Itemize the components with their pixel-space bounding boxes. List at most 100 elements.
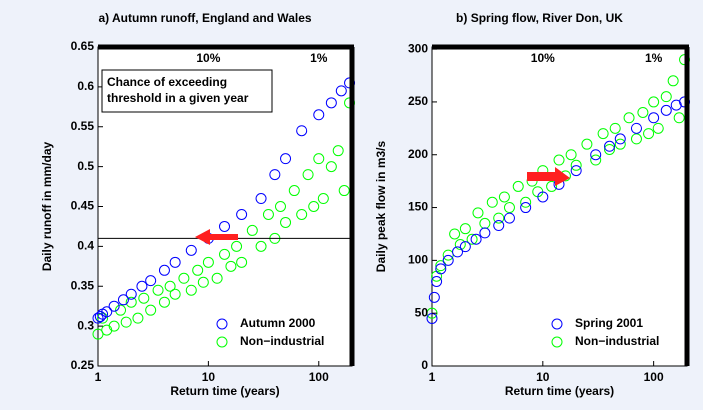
point [262, 208, 274, 220]
annotation: 10% [196, 51, 220, 65]
point [660, 104, 672, 116]
textbox-text: Chance of exceeding threshold in a given … [107, 75, 249, 105]
textbox-line: threshold in a given year [107, 91, 249, 105]
point [431, 275, 443, 287]
point [452, 246, 464, 258]
point [570, 165, 582, 177]
arrow [195, 229, 238, 245]
point [169, 288, 181, 300]
point [108, 300, 120, 312]
point [609, 122, 621, 134]
point [479, 227, 491, 239]
legend-label: Non−industrial [575, 334, 659, 348]
y-tick-label: 250 [408, 94, 428, 108]
point [503, 202, 515, 214]
point [219, 248, 231, 260]
point [158, 264, 170, 276]
point [553, 154, 565, 166]
point [493, 212, 505, 224]
point [623, 112, 635, 124]
point [614, 133, 626, 145]
panel: 1 10 100 0 50 100 150 200 250 300 10% 1% b) Spring f… [374, 11, 691, 398]
point [570, 159, 582, 171]
y-tick-label: 50 [415, 305, 429, 319]
point [673, 112, 685, 124]
y-tick-label: 300 [408, 41, 428, 55]
point [125, 296, 137, 308]
point [503, 212, 515, 224]
point [302, 169, 314, 181]
point [630, 133, 642, 145]
y-tick-label: 0.4 [77, 239, 94, 253]
point [454, 239, 466, 251]
legend-marker [216, 336, 228, 348]
point [338, 185, 350, 197]
point [125, 288, 137, 300]
y-tick-label: 0.45 [71, 199, 95, 213]
x-axis-label: Return time (years) [505, 384, 614, 398]
point [667, 75, 679, 87]
plot-area [431, 46, 688, 367]
point [630, 122, 642, 134]
point [512, 180, 524, 192]
point [597, 128, 609, 140]
arrow [527, 167, 570, 186]
point [231, 240, 243, 252]
point [335, 85, 347, 97]
point [115, 304, 127, 316]
point [466, 233, 478, 245]
y-tick-label: 150 [408, 200, 428, 214]
point [317, 193, 329, 205]
textbox-line: Chance of exceeding [107, 75, 227, 89]
point [296, 208, 308, 220]
point [145, 275, 157, 287]
point [211, 272, 223, 284]
point [637, 106, 649, 118]
point [120, 316, 132, 328]
legend-label: Autumn 2000 [240, 316, 316, 330]
point [643, 128, 655, 140]
point [470, 233, 482, 245]
x-axis-label: Return time (years) [170, 384, 279, 398]
point [325, 161, 337, 173]
y-tick-label: 0 [421, 358, 428, 372]
point [269, 169, 281, 181]
point [164, 280, 176, 292]
point [145, 304, 157, 316]
y-tick-label: 0.5 [77, 159, 94, 173]
point [197, 276, 209, 288]
point [101, 306, 113, 318]
point [255, 240, 267, 252]
point [280, 153, 292, 165]
point [604, 143, 616, 155]
annotation: 1% [645, 51, 663, 65]
annotation: 1% [310, 51, 328, 65]
legend-label: Spring 2001 [575, 316, 643, 330]
x-tick-label: 100 [644, 370, 664, 384]
point [581, 138, 593, 150]
point [472, 207, 484, 219]
point [274, 201, 286, 212]
point [332, 145, 344, 157]
point [435, 260, 447, 272]
legend-marker [551, 336, 563, 348]
chart-title: b) Spring flow, River Don, UK [456, 11, 623, 25]
point [136, 280, 148, 292]
y-tick-label: 200 [408, 147, 428, 161]
point [459, 223, 471, 235]
point [313, 153, 325, 165]
point [546, 180, 558, 192]
y-axis-label: Daily runoff in mm/day [40, 142, 54, 272]
point [169, 256, 181, 268]
point [449, 228, 461, 240]
point [442, 254, 454, 266]
chart-title: a) Autumn runoff, England and Wales [98, 11, 311, 25]
y-tick-label: 0.3 [77, 318, 94, 332]
y-tick-label: 0.6 [77, 79, 94, 93]
point [108, 320, 120, 332]
x-tick-label: 10 [536, 370, 550, 384]
point [565, 149, 577, 161]
y-tick-label: 100 [408, 253, 428, 267]
point [614, 138, 626, 150]
